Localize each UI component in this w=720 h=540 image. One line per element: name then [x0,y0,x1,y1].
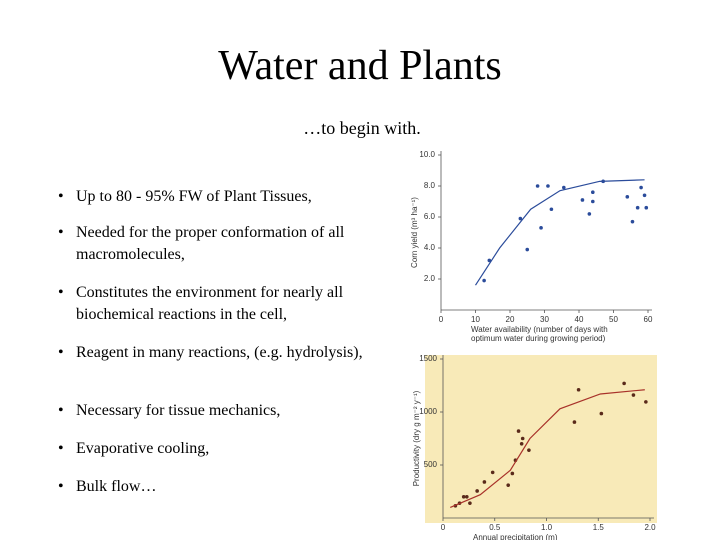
bullet-text: Up to 80 - 95% FW of Plant Tissues, [76,188,312,205]
bullet-marker: • [58,344,64,361]
data-point [539,226,543,230]
bullet-marker: • [58,188,64,205]
bullet-marker: • [58,402,64,419]
data-point [520,436,525,441]
y-tick-label: 500 [424,460,438,469]
y-tick-label: 8.0 [424,181,436,190]
bullet-item: • Needed for the proper conformation of a… [58,222,366,266]
data-point [527,448,531,452]
data-point [587,212,592,216]
x-tick-label: 60 [644,315,653,324]
y-tick-label: 2.0 [424,274,436,283]
x-tick-label: 0 [439,315,444,324]
slide-subtitle: …to begin with. [303,118,421,138]
x-tick-label: 1.0 [541,523,553,532]
x-tick-label: 50 [609,315,618,324]
bullet-text: Reagent in many reactions, (e.g. hydroly… [76,344,363,361]
data-point [516,429,521,433]
data-point [576,387,581,392]
x-tick-label: 0.5 [489,523,501,532]
y-tick-label: 10.0 [419,150,435,159]
data-point [580,198,585,202]
data-point [591,199,595,204]
bullet-text: Needed for the proper conformation of al… [76,224,345,263]
data-point [562,185,566,190]
data-point [468,501,472,505]
data-point [482,278,486,283]
bullet-text: Necessary for tissue mechanics, [76,402,281,419]
bullet-item: • Necessary for tissue mechanics, [58,400,366,422]
data-point [599,411,604,416]
x-axis-label: optimum water during growing period) [471,334,606,343]
data-point [572,420,577,424]
data-point [635,205,640,210]
slide-title: Water and Plants [218,43,502,89]
data-point [642,193,647,198]
y-tick-label: 4.0 [424,243,436,252]
data-point [639,185,643,190]
y-tick-label: 1500 [419,354,437,363]
data-point [644,205,649,210]
y-tick-label: 1000 [419,407,437,416]
x-tick-label: 30 [540,315,549,324]
x-tick-label: 10 [471,315,480,324]
bullet-text: Bulk flow… [76,478,157,495]
data-point [506,483,511,487]
x-tick-label: 0 [441,523,446,532]
bullet-marker: • [58,440,64,457]
chart-background [425,355,657,523]
bullet-item: • Constitutes the environment for nearly … [58,282,366,326]
data-point [644,400,648,404]
data-point [465,495,469,499]
x-axis-label: Water availability (number of days with [471,325,608,334]
data-point [510,471,515,476]
bullet-item: • Up to 80 - 95% FW of Plant Tissues, [58,186,366,208]
bullet-marker: • [58,224,64,241]
data-point [591,190,595,194]
data-point [487,258,492,263]
fit-curve [450,389,645,508]
y-axis-label: Productivity (dry g m⁻² y⁻¹) [412,390,421,486]
x-tick-label: 20 [506,315,515,324]
data-point [525,247,530,252]
x-tick-label: 2.0 [644,523,656,532]
bullet-item: • Reagent in many reactions, (e.g. hydrol… [58,342,366,364]
data-point [518,216,523,221]
x-axis-label: Annual precipitation (m) [473,533,558,540]
x-tick-label: 1.5 [593,523,605,532]
data-point [630,219,635,224]
bullet-item: • Bulk flow… [58,476,366,498]
x-tick-label: 40 [575,315,584,324]
data-point [546,184,550,188]
bullet-item: • Evaporative cooling, [58,438,366,460]
data-point [631,393,636,397]
data-point [549,207,554,212]
data-point [482,480,487,484]
fit-curve [474,179,645,286]
data-point [490,470,495,475]
bullet-marker: • [58,284,64,301]
data-point [622,381,626,386]
data-point [475,489,479,493]
data-point [625,195,630,199]
y-tick-label: 6.0 [424,212,436,221]
y-axis-label: Corn yield (m³ ha⁻¹) [410,197,419,268]
bullet-text: Constitutes the environment for nearly a… [76,284,344,323]
data-point [535,184,540,188]
data-point [519,442,524,446]
data-point [461,495,466,499]
bullet-marker: • [58,478,64,495]
bullet-text: Evaporative cooling, [76,440,210,457]
